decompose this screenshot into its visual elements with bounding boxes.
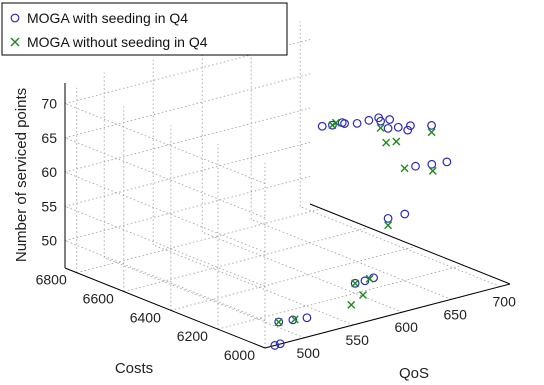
- grid-line-floor-x-2: [202, 231, 403, 313]
- point-with-seeding: [328, 120, 337, 130]
- z-tick-label: 60: [41, 164, 57, 180]
- data-points: [270, 113, 452, 350]
- point-with-seeding: [383, 213, 393, 223]
- point-with-seeding: [302, 313, 312, 323]
- z-tick-label: 65: [41, 130, 57, 146]
- point-with-seeding: [393, 122, 403, 132]
- point-with-seeding: [317, 121, 327, 131]
- point-without-seeding: [382, 138, 391, 147]
- point-without-seeding: [328, 121, 337, 130]
- point-without-seeding: [400, 164, 409, 173]
- x-tick-label: 600: [395, 319, 419, 335]
- y-axis-label: Costs: [115, 360, 153, 377]
- x-axis-label: QoS: [399, 365, 429, 382]
- z-axis-label: Number of serviced points: [13, 88, 30, 262]
- point-with-seeding: [360, 276, 370, 286]
- point-with-seeding: [427, 159, 437, 169]
- y-tick-label: 6000: [224, 347, 255, 363]
- x-tick-label: 700: [493, 294, 517, 310]
- legend-marker-circle-icon: [10, 13, 20, 23]
- point-without-seeding: [347, 300, 356, 309]
- grid-line-left-z-1: [64, 205, 266, 287]
- point-with-seeding: [411, 161, 420, 171]
- x-tick-label: 650: [444, 306, 468, 322]
- legend-entry-without-seeding: MOGA without seeding in Q4: [27, 34, 208, 50]
- point-without-seeding: [359, 290, 367, 299]
- point-without-seeding: [351, 279, 360, 288]
- grid-line-back-z-1: [64, 141, 311, 207]
- x-tick-label: 500: [297, 345, 321, 361]
- point-with-seeding: [442, 157, 452, 167]
- point-without-seeding: [392, 137, 401, 146]
- grid-line-back-z-0: [64, 176, 311, 241]
- y-tick-label: 6800: [36, 272, 67, 288]
- y-tick-label: 6600: [83, 291, 114, 307]
- point-with-seeding: [406, 121, 415, 131]
- z-tick-label: 50: [41, 233, 57, 249]
- point-without-seeding: [331, 118, 340, 127]
- tick-labels: 500 550 600 650 700 6000 6200 6400 6600 6800 50 55 6…: [36, 96, 516, 363]
- point-with-seeding: [350, 278, 360, 288]
- point-without-seeding: [376, 123, 385, 132]
- x-tick-label: 550: [346, 332, 370, 348]
- point-with-seeding: [274, 317, 284, 327]
- point-with-seeding: [374, 113, 384, 123]
- grid-line-floor-y-4: [76, 208, 322, 274]
- grid-line-left-z-2: [64, 171, 266, 253]
- point-with-seeding: [275, 339, 285, 349]
- point-with-seeding: [383, 123, 393, 133]
- point-with-seeding: [427, 121, 436, 130]
- grid-line-back-z-2: [64, 107, 311, 173]
- y-axis-line: [64, 267, 266, 349]
- point-with-seeding: [364, 115, 374, 125]
- point-without-seeding: [428, 166, 437, 175]
- z-tick-label: 70: [41, 96, 57, 112]
- grid-line-back-z-3: [64, 73, 311, 139]
- x-axis-line: [264, 283, 511, 349]
- point-with-seeding: [352, 118, 362, 128]
- point-with-seeding: [400, 209, 410, 219]
- grid-lines: [64, 21, 511, 349]
- legend: MOGA with seeding in Q4 MOGA without see…: [1, 2, 288, 56]
- grid-line-floor-x-4: [300, 206, 501, 287]
- point-with-seeding: [403, 125, 413, 135]
- grid-line-floor-y-1: [217, 264, 464, 330]
- grid-line-left-z-3: [64, 137, 266, 219]
- point-with-seeding: [385, 115, 395, 124]
- legend-entry-with-seeding: MOGA with seeding in Q4: [27, 10, 188, 26]
- x-axis-far-edge: [309, 203, 511, 285]
- grid-line-left-z-4: [64, 103, 266, 184]
- point-without-seeding: [384, 221, 393, 230]
- point-with-seeding: [288, 315, 298, 325]
- axes: [64, 83, 511, 349]
- y-tick-label: 6400: [130, 309, 161, 325]
- point-with-seeding: [270, 341, 280, 350]
- point-without-seeding: [274, 318, 283, 327]
- point-without-seeding: [365, 274, 374, 283]
- point-without-seeding: [290, 315, 299, 324]
- legend-box: [1, 2, 288, 56]
- grid-line-floor-x-0: [104, 257, 305, 339]
- grid-line-floor-x-1: [153, 244, 354, 326]
- y-tick-label: 6200: [177, 328, 208, 344]
- legend-marker-x-icon: [10, 37, 20, 47]
- grid-line-left-z-0: [64, 240, 266, 321]
- point-with-seeding: [337, 118, 347, 128]
- point-without-seeding: [427, 128, 436, 137]
- grid-line-floor-x-3: [251, 218, 452, 300]
- grid-line-floor-y-3: [123, 227, 369, 292]
- z-tick-label: 55: [41, 198, 57, 214]
